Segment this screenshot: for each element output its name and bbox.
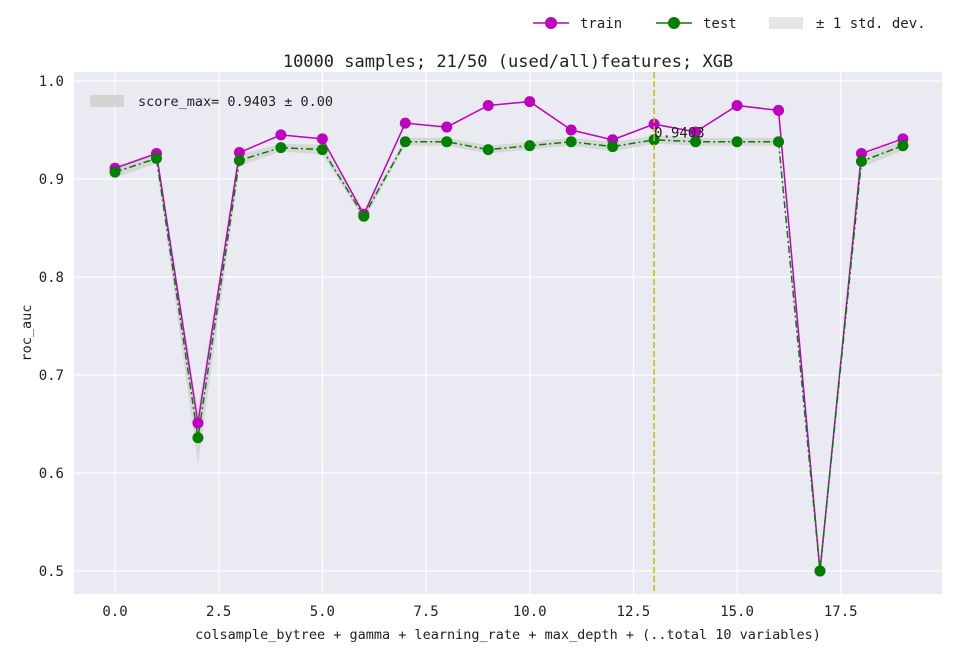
test-point: [855, 155, 867, 167]
x-tick-label: 5.0: [310, 604, 335, 620]
train-point: [441, 121, 453, 133]
test-point: [482, 144, 494, 156]
test-point: [897, 140, 909, 152]
test-point: [441, 136, 453, 148]
train-point: [399, 117, 411, 129]
test-point: [316, 144, 328, 156]
test-point: [275, 142, 287, 154]
y-tick-label: 0.7: [39, 368, 64, 384]
train-point: [275, 129, 287, 141]
inner-legend: score_max= 0.9403 ± 0.00: [90, 94, 333, 110]
train-point: [648, 118, 660, 130]
y-axis-label: roc_auc: [19, 305, 35, 362]
train-point: [855, 148, 867, 160]
best-score-label: 0.9403: [654, 126, 705, 142]
legend-test-label: test: [703, 16, 737, 32]
x-tick-label: 0.0: [102, 604, 127, 620]
x-tick-labels: 0.0 2.5 5.0 7.5 10.0 12.5 15.0 17.5: [102, 604, 857, 620]
legend-train-marker: [545, 17, 557, 29]
series-layer: [109, 96, 909, 577]
y-tick-label: 0.8: [39, 270, 64, 286]
y-tick-labels: 0.5 0.6 0.7 0.8 0.9 1.0: [39, 74, 64, 580]
legend-band-label: ± 1 std. dev.: [816, 16, 926, 32]
legend-band-swatch: [769, 17, 803, 29]
y-tick-label: 0.5: [39, 564, 64, 580]
train-line: [114, 100, 904, 572]
x-tick-label: 2.5: [206, 604, 231, 620]
test-point: [690, 136, 702, 148]
test-point: [399, 136, 411, 148]
test-point: [109, 166, 121, 178]
legend-item-train: train: [533, 16, 622, 32]
score-max-swatch: [90, 95, 124, 107]
test-point: [150, 152, 162, 164]
grid-lines: [74, 72, 942, 594]
train-point: [731, 100, 743, 111]
test-point: [731, 136, 743, 148]
test-point: [358, 210, 370, 222]
test-point: [607, 141, 619, 153]
x-tick-label: 15.0: [720, 604, 754, 620]
y-tick-label: 0.9: [39, 172, 64, 188]
train-point: [192, 417, 204, 429]
legend-train-label: train: [580, 16, 622, 32]
test-point: [773, 136, 785, 148]
train-point: [233, 147, 245, 159]
x-axis-label: colsample_bytree + gamma + learning_rate…: [195, 627, 821, 643]
train-point: [565, 124, 577, 136]
y-tick-label: 0.6: [39, 466, 64, 482]
legend-item-test: test: [656, 16, 737, 32]
train-point: [482, 100, 494, 111]
x-tick-label: 7.5: [413, 604, 438, 620]
test-point: [814, 565, 826, 577]
test-point: [192, 432, 204, 444]
test-point: [565, 136, 577, 148]
score-max-text: score_max= 0.9403 ± 0.00: [138, 94, 333, 110]
test-point: [233, 154, 245, 166]
top-legend: train test ± 1 std. dev.: [533, 16, 926, 32]
test-point: [524, 140, 536, 152]
y-tick-label: 1.0: [39, 74, 64, 90]
x-tick-label: 17.5: [824, 604, 858, 620]
legend-test-marker: [668, 17, 680, 29]
train-point: [524, 96, 536, 108]
x-tick-label: 12.5: [617, 604, 651, 620]
x-tick-label: 10.0: [513, 604, 547, 620]
legend-item-band: ± 1 std. dev.: [769, 16, 926, 32]
chart-title: 10000 samples; 21/50 (used/all)features;…: [283, 52, 733, 72]
train-point: [316, 133, 328, 145]
train-point: [773, 104, 785, 116]
train-point: [690, 126, 702, 138]
